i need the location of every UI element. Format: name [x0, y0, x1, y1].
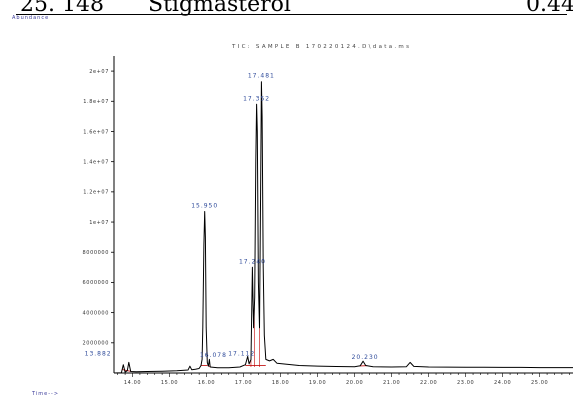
x-tick-label: 22.00 — [420, 380, 437, 386]
row-area-value: 0.44 — [526, 0, 573, 16]
y-tick-label: 1.6e+07 — [83, 129, 109, 135]
x-axis-label: Time--> — [32, 391, 60, 397]
y-tick-label: 4000000 — [83, 310, 109, 316]
x-tick-label: 19.00 — [309, 380, 326, 386]
table-rule — [16, 14, 567, 15]
y-tick-label: 1e+07 — [89, 220, 109, 226]
peak-label: 20.230 — [352, 354, 379, 361]
x-tick-label: 24.00 — [494, 380, 511, 386]
y-tick-label: 1.4e+07 — [83, 159, 109, 165]
peak-label: 15.950 — [191, 202, 218, 209]
peak-label: 16.078 — [200, 352, 227, 359]
y-tick-label: 8000000 — [83, 250, 109, 256]
peak-label: 17.240 — [239, 258, 266, 265]
row-time-value: 25. 148 — [20, 0, 104, 16]
x-tick-label: 18.00 — [272, 380, 289, 386]
x-tick-label: 15.00 — [161, 380, 178, 386]
x-tick-label: 21.00 — [383, 380, 400, 386]
tic-trace-line — [113, 81, 573, 374]
x-tick-label: 23.00 — [457, 380, 474, 386]
x-tick-label: 16.00 — [198, 380, 215, 386]
y-tick-label: 2000000 — [83, 341, 109, 347]
x-tick-label: 17.00 — [235, 380, 252, 386]
y-tick-label: 1.8e+07 — [83, 99, 109, 105]
chart-title: TIC: SAMPLE B 170220124.D\data.ms — [232, 44, 412, 50]
peak-label: 17.481 — [248, 73, 275, 80]
x-tick-label: 20.00 — [346, 380, 363, 386]
y-tick-label: 1.2e+07 — [83, 190, 109, 196]
previous-table-row: 25. 148 Stigmasterol 0.44 — [0, 0, 573, 16]
y-tick-label: 2e+07 — [89, 69, 109, 75]
peak-label: 17.352 — [243, 95, 270, 102]
row-compound-name: Stigmasterol — [148, 0, 291, 16]
peak-label: 13.882 — [85, 350, 112, 357]
x-tick-label: 14.00 — [124, 380, 141, 386]
x-tick-label: 25.00 — [531, 380, 548, 386]
peak-label: 17.112 — [228, 350, 255, 357]
y-tick-label: 6000000 — [83, 280, 109, 286]
y-axis-label: Abundance — [12, 15, 50, 21]
